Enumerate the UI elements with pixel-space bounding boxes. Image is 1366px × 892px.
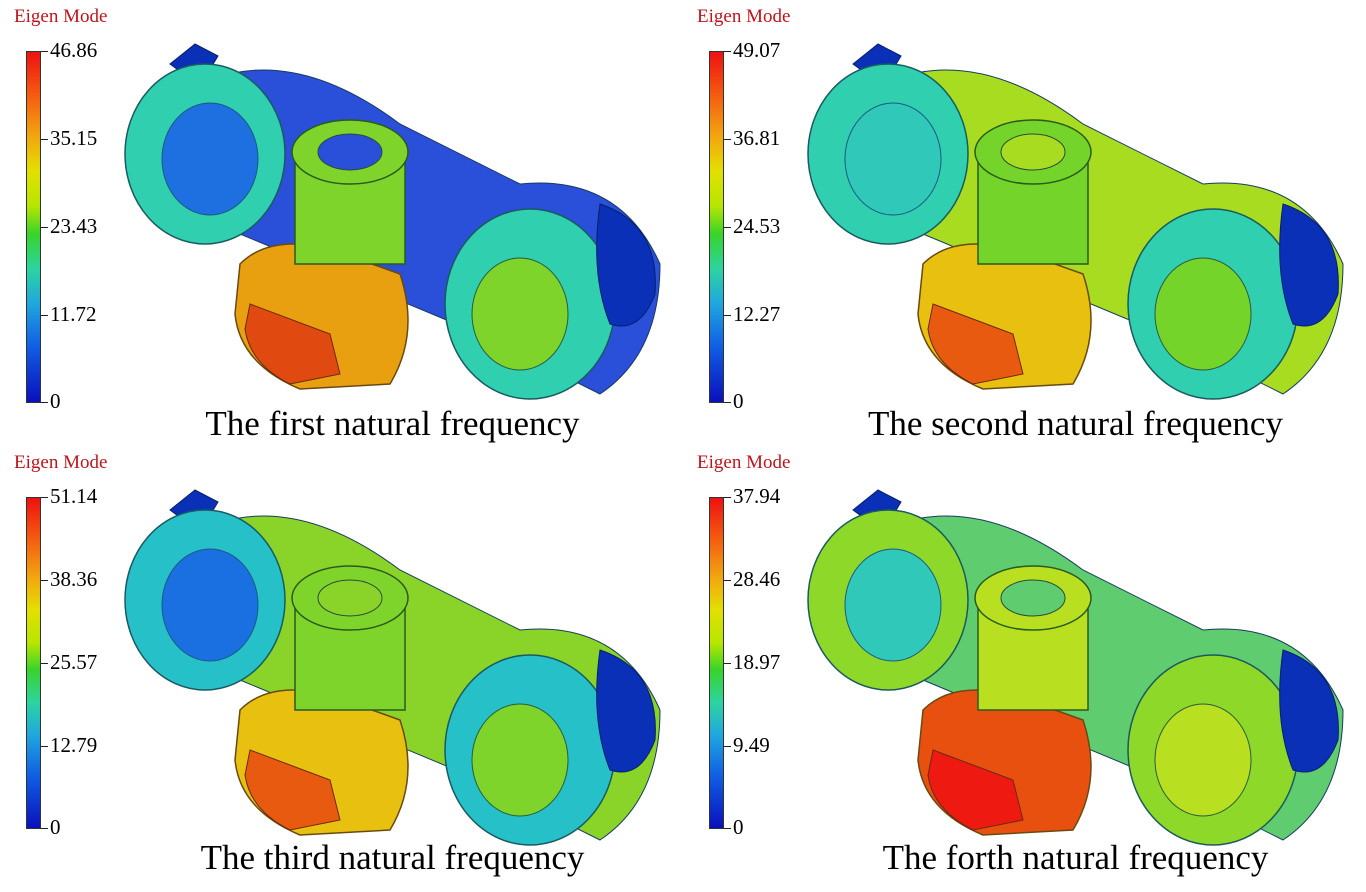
color-scale-bar: [26, 497, 41, 829]
scale-tick-label: 35.15: [50, 126, 98, 150]
mode-panel-1: Eigen Mode 46.86 35.15 23.43 11.72 0 The…: [0, 0, 683, 446]
right-end-cap: [596, 649, 656, 773]
motor-cover-end: [244, 749, 341, 831]
scale-tick: [41, 402, 48, 403]
scale-tick-label: 0: [733, 815, 744, 839]
turret-bore: [1000, 579, 1066, 617]
scale-tick: [724, 227, 731, 228]
scale-tick-label: 23.43: [50, 214, 98, 238]
scale-tick: [724, 663, 731, 664]
scale-tick-label: 25.57: [50, 650, 98, 674]
scale-tick-label: 51.14: [50, 484, 98, 508]
color-scale-bar: [26, 51, 41, 403]
scale-tick-label: 28.46: [733, 567, 781, 591]
left-bearing-bore: [844, 548, 942, 662]
right-bearing-bore: [1154, 257, 1252, 371]
scale-tick-label: 0: [733, 389, 744, 413]
gearbox-model: [807, 489, 1344, 846]
right-end-cap: [1279, 649, 1339, 773]
scale-tick-label: 9.49: [733, 733, 770, 757]
gearbox-model: [807, 43, 1344, 400]
panel-caption: The third natural frequency: [200, 838, 585, 877]
scale-tick: [724, 315, 731, 316]
right-bearing-bore: [471, 703, 569, 817]
left-bearing-bore: [161, 548, 259, 662]
scale-tick: [41, 746, 48, 747]
scale-tick: [41, 497, 48, 498]
scale-tick: [724, 746, 731, 747]
motor-cover-end: [927, 749, 1024, 831]
legend-title: Eigen Mode: [697, 6, 791, 27]
mode-panel-4: Eigen Mode 37.94 28.46 18.97 9.49 0 The …: [683, 446, 1366, 892]
motor-cover-end: [244, 303, 341, 385]
scale-tick-label: 12.79: [50, 733, 98, 757]
left-bearing-bore: [844, 102, 942, 216]
legend-title: Eigen Mode: [14, 452, 108, 473]
mode-panel-3: Eigen Mode 51.14 38.36 25.57 12.79 0 The…: [0, 446, 683, 892]
left-bearing-bore: [161, 102, 259, 216]
motor-cover-end: [927, 303, 1024, 385]
panel-caption: The second natural frequency: [868, 404, 1283, 443]
mode-panel-2: Eigen Mode 49.07 36.81 24.53 12.27 0 The…: [683, 0, 1366, 446]
scale-tick: [41, 828, 48, 829]
scale-tick-label: 0: [50, 389, 61, 413]
scale-tick: [724, 402, 731, 403]
scale-tick: [724, 828, 731, 829]
turret-bore: [1000, 133, 1066, 171]
color-scale-bar: [709, 51, 724, 403]
scale-tick: [41, 663, 48, 664]
scale-tick: [724, 51, 731, 52]
scale-tick-label: 49.07: [733, 38, 781, 62]
scale-tick-label: 37.94: [733, 484, 781, 508]
scale-tick: [41, 227, 48, 228]
scale-tick-label: 24.53: [733, 214, 781, 238]
turret-bore: [317, 579, 383, 617]
legend-title: Eigen Mode: [697, 452, 791, 473]
scale-tick: [41, 139, 48, 140]
scale-tick-label: 0: [50, 815, 61, 839]
color-scale-bar: [709, 497, 724, 829]
scale-tick: [724, 139, 731, 140]
scale-tick-label: 38.36: [50, 567, 98, 591]
scale-tick: [41, 51, 48, 52]
scale-tick-label: 11.72: [50, 302, 97, 326]
right-bearing-bore: [471, 257, 569, 371]
scale-tick-label: 36.81: [733, 126, 781, 150]
scale-tick: [41, 315, 48, 316]
panel-caption: The forth natural frequency: [882, 838, 1269, 877]
scale-tick-label: 18.97: [733, 650, 781, 674]
legend-title: Eigen Mode: [14, 6, 108, 27]
scale-tick: [41, 580, 48, 581]
right-end-cap: [596, 203, 656, 327]
scale-tick-label: 12.27: [733, 302, 781, 326]
turret-bore: [317, 133, 383, 171]
scale-tick: [724, 580, 731, 581]
gearbox-model: [124, 43, 661, 400]
scale-tick-label: 46.86: [50, 38, 98, 62]
right-bearing-bore: [1154, 703, 1252, 817]
right-end-cap: [1279, 203, 1339, 327]
scale-tick: [724, 497, 731, 498]
panel-caption: The first natural frequency: [205, 404, 580, 443]
gearbox-model: [124, 489, 661, 846]
